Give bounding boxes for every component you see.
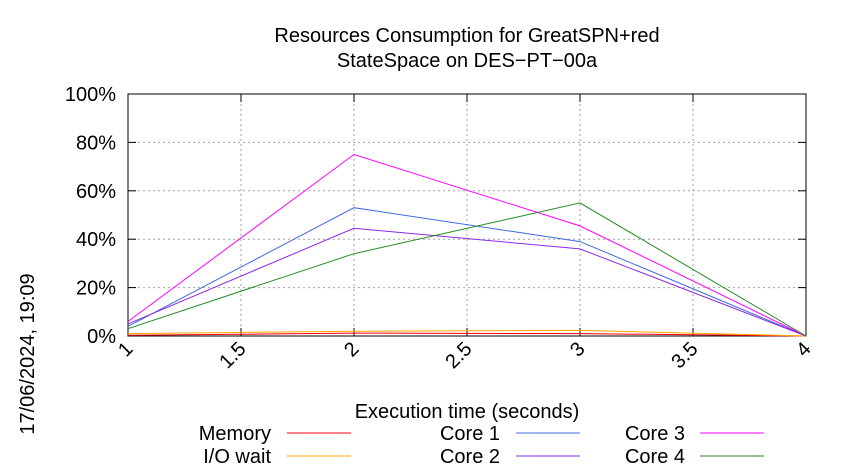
series-line-memory xyxy=(127,332,807,337)
chart-title-line-1: Resources Consumption for GreatSPN+red xyxy=(274,25,659,47)
y-tick-label: 100% xyxy=(65,84,116,106)
series-line-core-2 xyxy=(127,227,807,337)
chart-title-line-2: StateSpace on DES−PT−00a xyxy=(337,50,598,72)
y-tick-label: 60% xyxy=(76,181,116,203)
legend-label-memory: Memory xyxy=(199,423,271,445)
y-tick-label: 0% xyxy=(87,326,116,348)
series-line-i-o-wait xyxy=(127,329,807,337)
x-tick-label: 2 xyxy=(340,338,363,361)
grid xyxy=(127,93,807,337)
x-tick-label: 4 xyxy=(792,338,815,361)
x-tick-label: 1.5 xyxy=(215,338,250,373)
legend-label-core-3: Core 3 xyxy=(625,423,685,445)
y-tick-label: 80% xyxy=(76,132,116,154)
x-tick-label: 1 xyxy=(114,338,137,361)
y-tick-label: 40% xyxy=(76,229,116,251)
x-tick-label: 3.5 xyxy=(667,338,702,373)
legend-label-core-4: Core 4 xyxy=(625,446,685,468)
series-line-core-4 xyxy=(127,202,807,337)
legend-label-i-o-wait: I/O wait xyxy=(203,446,271,468)
series-lines xyxy=(127,153,807,337)
x-axis-label: Execution time (seconds) xyxy=(355,401,580,423)
x-tick-label: 2.5 xyxy=(441,338,476,373)
x-axis: 1 1.5 2 2.5 3 3.5 4 xyxy=(114,94,816,373)
y-tick-label: 20% xyxy=(76,278,116,300)
legend-label-core-2: Core 2 xyxy=(440,446,500,468)
legend-label-core-1: Core 1 xyxy=(440,423,500,445)
timestamp: 17/06/2024, 19:09 xyxy=(17,273,39,434)
series-line-core-1 xyxy=(127,207,807,337)
x-tick-label: 3 xyxy=(566,338,589,361)
y-axis: 0% 20% 40% 60% 80% 100% xyxy=(65,84,806,348)
chart-title: Resources Consumption for GreatSPN+red S… xyxy=(274,25,659,72)
series-line-core-3 xyxy=(127,153,807,337)
